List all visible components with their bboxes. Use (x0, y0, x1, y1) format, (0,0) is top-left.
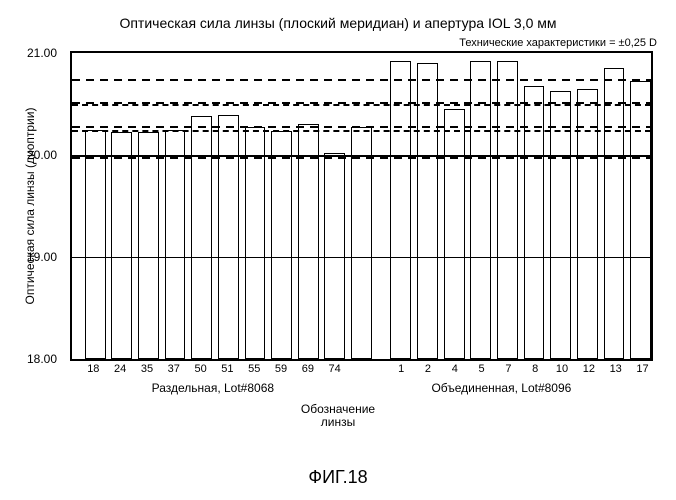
x-tick-label: 74 (329, 363, 341, 375)
group-b-label: Объединенная, Lot#8096 (431, 381, 571, 395)
figure-label: ФИГ.18 (308, 467, 367, 488)
x-tick-label: 59 (275, 363, 287, 375)
y-tick-label: 18.00 (27, 352, 57, 366)
x-tick-labels: 1824353750515559697412457810121317 (70, 361, 653, 381)
bar (138, 132, 159, 359)
bar (271, 131, 292, 359)
group-labels-row: Раздельная, Lot#8068 Объединенная, Lot#8… (70, 381, 653, 401)
x-tick-label: 17 (636, 363, 648, 375)
x-tick-label: 4 (452, 363, 458, 375)
x-tick-label: 24 (114, 363, 126, 375)
plot-area: 18.0019.0020.0021.00 (70, 51, 653, 361)
plot-area-wrap: Оптическая сила линзы (диоптрии) 18.0019… (70, 51, 653, 361)
x-axis-label-line2: линзы (321, 415, 355, 429)
x-axis-label-line1: Обозначение (301, 402, 375, 416)
y-tick-label: 20.00 (27, 148, 57, 162)
y-tick-label: 21.00 (27, 46, 57, 60)
x-tick-label: 7 (505, 363, 511, 375)
x-tick-label: 5 (479, 363, 485, 375)
group-a-label: Раздельная, Lot#8068 (152, 381, 274, 395)
x-tick-label: 10 (556, 363, 568, 375)
x-tick-label: 69 (302, 363, 314, 375)
ref-line-short-dash (72, 102, 651, 104)
y-axis-label: Оптическая сила линзы (диоптрии) (23, 108, 37, 305)
x-axis-label: Обозначение линзы (15, 403, 661, 429)
bar (85, 130, 106, 360)
x-tick-label: 37 (168, 363, 180, 375)
x-tick-label: 51 (221, 363, 233, 375)
x-tick-label: 2 (425, 363, 431, 375)
ref-line-long-dash (72, 104, 651, 106)
bar (298, 124, 319, 359)
bar (417, 63, 438, 359)
ref-line-long-dash (72, 130, 651, 132)
ref-line-short-dash (72, 157, 651, 159)
bar (165, 130, 186, 360)
spec-note: Технические характеристики = ±0,25 D (15, 37, 661, 49)
bar (630, 81, 651, 359)
ref-line-short-dash (72, 126, 651, 128)
x-tick-label: 35 (141, 363, 153, 375)
x-tick-label: 55 (248, 363, 260, 375)
bar (324, 153, 345, 359)
chart-container: Оптическая сила линзы (плоский меридиан)… (15, 15, 661, 435)
bars-layer (72, 53, 651, 359)
chart-title: Оптическая сила линзы (плоский меридиан)… (15, 15, 661, 31)
x-tick-label: 13 (610, 363, 622, 375)
x-tick-label: 8 (532, 363, 538, 375)
bar (245, 127, 266, 359)
bar (111, 132, 132, 359)
x-tick-label: 1 (398, 363, 404, 375)
bar (444, 109, 465, 359)
ref-line-short-dash (72, 79, 651, 81)
x-tick-label: 50 (194, 363, 206, 375)
gridline (72, 257, 651, 258)
y-tick-label: 19.00 (27, 250, 57, 264)
x-tick-label: 12 (583, 363, 595, 375)
bar (191, 116, 212, 359)
bar (351, 127, 372, 359)
bar (218, 115, 239, 359)
bar (604, 68, 625, 359)
x-tick-label: 18 (87, 363, 99, 375)
